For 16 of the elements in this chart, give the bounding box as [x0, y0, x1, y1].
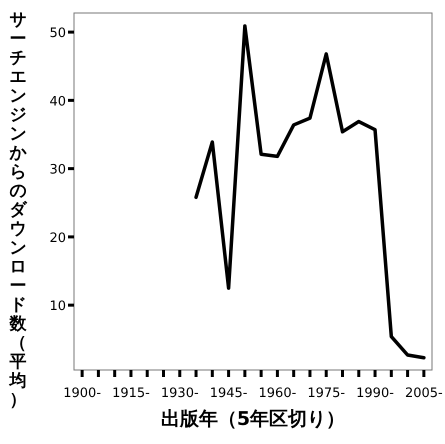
x-tick-label: 1930-: [160, 386, 199, 401]
x-tick-label: 2005-: [404, 386, 444, 401]
x-tick-label: 1900-: [63, 386, 102, 401]
x-tick-label: 1915-: [112, 386, 150, 401]
x-tick-label: 1975-: [307, 386, 346, 401]
y-tick-label: 20: [49, 230, 66, 246]
x-axis-title: 出版年（5年区切り）: [160, 408, 346, 430]
x-tick-label: 1960-: [258, 386, 297, 401]
text: サーチエンジンからのダウンロード数（平均）: [10, 10, 26, 410]
y-tick-label: 10: [49, 299, 66, 314]
x-tick-label: 1945-: [210, 386, 248, 401]
line-series: [194, 24, 426, 360]
y-tick-label: 30: [49, 162, 66, 178]
y-tick-label: 40: [49, 94, 66, 110]
y-tick-label: 50: [49, 26, 66, 42]
x-tick-label: 1990-: [356, 386, 394, 401]
